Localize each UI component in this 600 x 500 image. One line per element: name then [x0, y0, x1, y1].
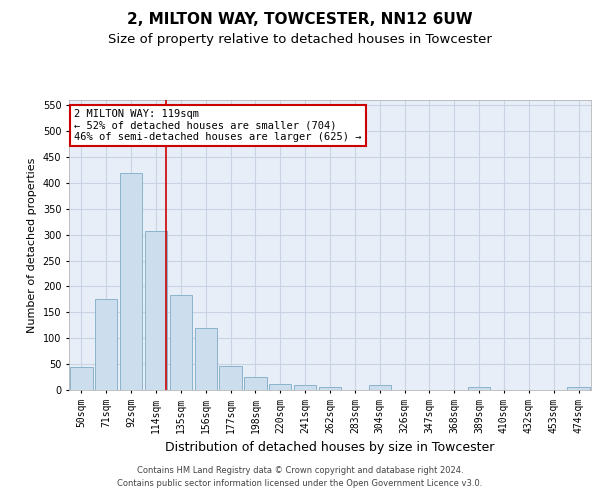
- Bar: [568, 388, 590, 390]
- X-axis label: Distribution of detached houses by size in Towcester: Distribution of detached houses by size …: [166, 441, 494, 454]
- Text: 2 MILTON WAY: 119sqm
← 52% of detached houses are smaller (704)
46% of semi-deta: 2 MILTON WAY: 119sqm ← 52% of detached h…: [74, 108, 362, 142]
- Bar: [368, 385, 391, 390]
- Bar: [244, 377, 266, 390]
- Bar: [319, 388, 341, 390]
- Text: 2, MILTON WAY, TOWCESTER, NN12 6UW: 2, MILTON WAY, TOWCESTER, NN12 6UW: [127, 12, 473, 28]
- Bar: [468, 388, 490, 390]
- Bar: [170, 295, 192, 390]
- Bar: [70, 366, 92, 390]
- Bar: [269, 384, 292, 390]
- Bar: [120, 172, 142, 390]
- Bar: [220, 366, 242, 390]
- Y-axis label: Number of detached properties: Number of detached properties: [27, 158, 37, 332]
- Bar: [145, 230, 167, 390]
- Bar: [294, 385, 316, 390]
- Bar: [95, 300, 118, 390]
- Text: Contains HM Land Registry data © Crown copyright and database right 2024.
Contai: Contains HM Land Registry data © Crown c…: [118, 466, 482, 487]
- Text: Size of property relative to detached houses in Towcester: Size of property relative to detached ho…: [108, 32, 492, 46]
- Bar: [194, 328, 217, 390]
